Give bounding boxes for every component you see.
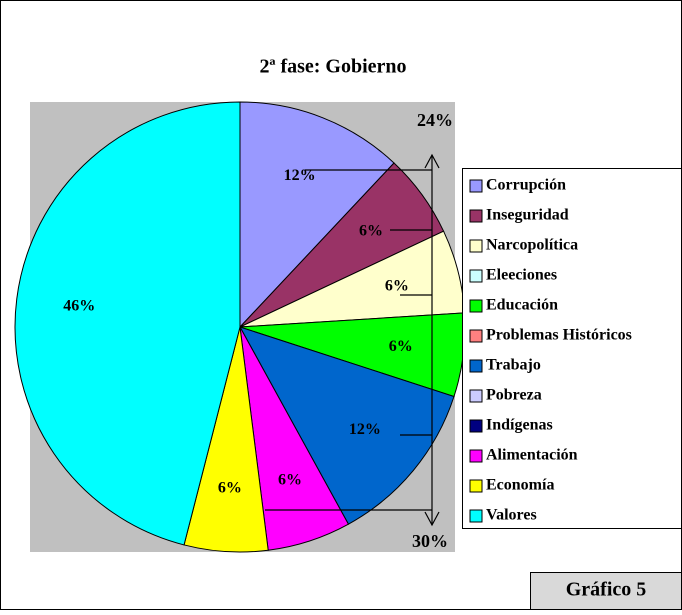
legend-label: Valores — [486, 507, 537, 524]
legend-label: Inseguridad — [486, 207, 569, 224]
chart-title: 2ª fase: Gobierno — [259, 56, 406, 78]
data-label: 6% — [278, 472, 302, 489]
data-label: 12% — [349, 421, 381, 438]
legend-swatch — [469, 419, 483, 433]
legend-swatch — [469, 209, 483, 223]
brackets — [265, 153, 440, 527]
legend-label: Educación — [486, 297, 558, 314]
legend-swatch — [469, 509, 483, 523]
annotation: 24% — [417, 110, 453, 130]
legend-swatch — [469, 179, 483, 193]
legend-label: Narcopolítica — [486, 237, 578, 254]
legend-swatch — [469, 329, 483, 343]
legend-swatch — [469, 299, 483, 313]
data-label: 12% — [284, 167, 316, 184]
caption-box — [530, 572, 682, 610]
legend-label: Indígenas — [486, 417, 553, 434]
pie: 12% 6% 6% 6% 12% 6% 6% 46% — [14, 101, 466, 553]
data-label: 46% — [63, 297, 95, 314]
legend-swatch — [469, 479, 483, 493]
data-label: 6% — [385, 277, 409, 294]
legend-swatch — [469, 449, 483, 463]
legend-items: Corrupción Inseguridad Narcopolítica Eleeci… — [469, 177, 632, 524]
legend-label: Eleeciones — [486, 267, 557, 284]
slice — [238, 326, 455, 525]
legend-swatch — [469, 269, 483, 283]
legend — [462, 168, 682, 529]
data-label: 6% — [218, 479, 242, 496]
legend-label: Pobreza — [486, 387, 542, 404]
data-label: 6% — [359, 222, 383, 239]
legend-swatch — [469, 239, 483, 253]
legend-label: Economía — [486, 477, 554, 494]
legend-label: Alimentación — [486, 447, 578, 464]
slice — [14, 101, 241, 546]
data-label: 6% — [389, 338, 413, 355]
legend-swatch — [469, 389, 483, 403]
legend-swatch — [469, 359, 483, 373]
legend-label: Corrupción — [486, 177, 566, 194]
slice — [239, 101, 395, 329]
legend-label: Problemas Históricos — [486, 327, 632, 344]
legend-label: Trabajo — [486, 357, 541, 374]
annotation: 30% — [412, 531, 448, 551]
caption: Gráfico 5 — [566, 579, 647, 601]
arrow-head — [424, 153, 440, 169]
arrow-head — [424, 511, 440, 527]
